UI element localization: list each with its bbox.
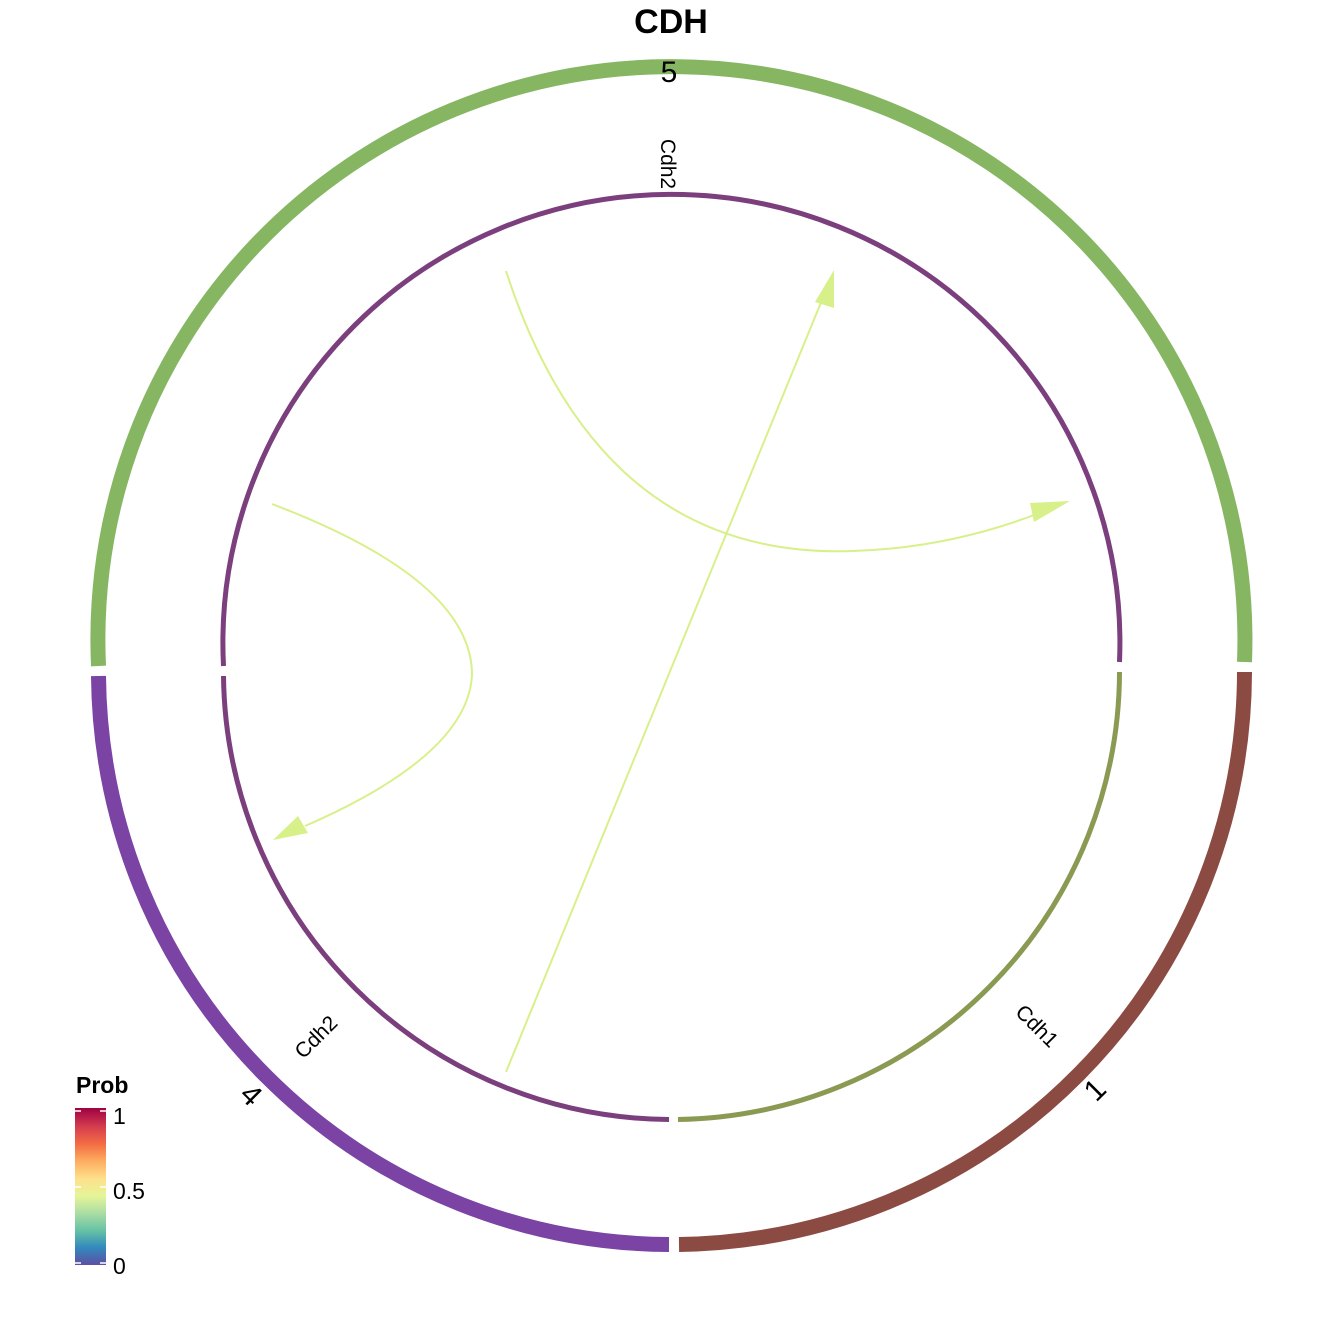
- ligand-label-5-cdh2: Cdh2: [656, 139, 679, 189]
- legend-tick-0.5: 0.5: [113, 1178, 145, 1204]
- link-4-to-5: [505, 299, 823, 1073]
- link-5-to-5-right: [505, 270, 1043, 553]
- group-arc-1: [678, 671, 1252, 1252]
- link-5-to-4: [271, 503, 474, 827]
- inner-track-1: [677, 671, 1122, 1122]
- group-label-4: 4: [233, 1078, 268, 1113]
- legend-tick-1: 1: [113, 1103, 126, 1129]
- group-label-1: 1: [1078, 1073, 1113, 1108]
- inner-track-5: [220, 191, 1123, 667]
- link-arrowhead: [1030, 501, 1070, 522]
- link-arrowhead: [815, 270, 834, 308]
- chart-title: CDH: [634, 3, 708, 41]
- legend-title: Prob: [76, 1072, 128, 1098]
- group-arc-5: [90, 59, 1253, 667]
- ligand-label-4-cdh2: Cdh2: [291, 1012, 343, 1064]
- group-arc-4: [91, 675, 670, 1252]
- ligand-label-1-cdh1: Cdh1: [1011, 1001, 1063, 1053]
- prob-legend: Prob 1 0.5 0: [75, 1072, 145, 1279]
- inner-track-4: [221, 675, 670, 1122]
- group-label-5: 5: [661, 56, 678, 89]
- link-arrowhead: [273, 816, 308, 840]
- legend-tick-0: 0: [113, 1253, 126, 1279]
